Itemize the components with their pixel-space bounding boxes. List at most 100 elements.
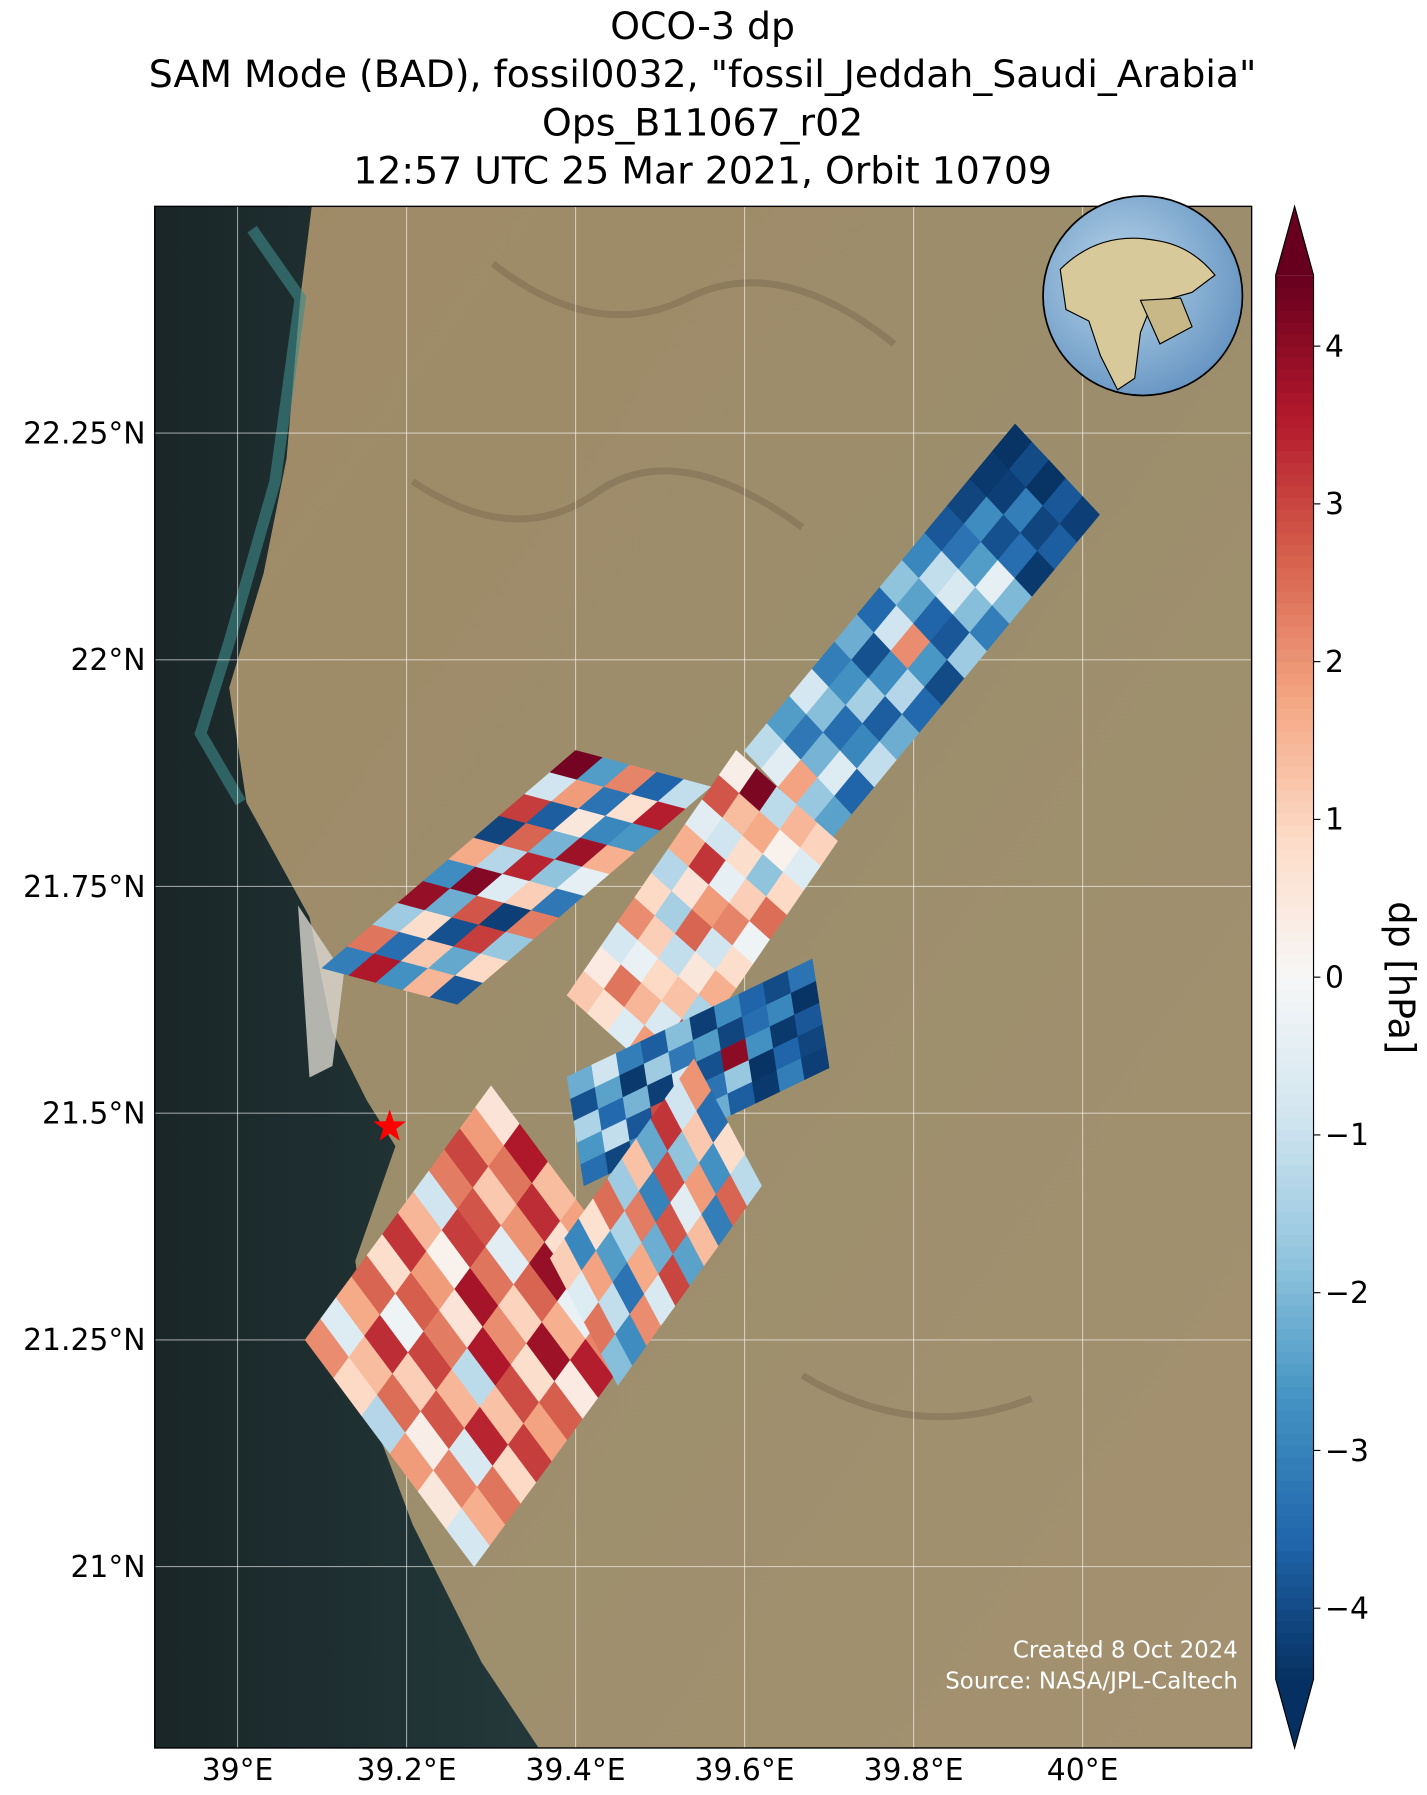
colorbar-segment	[1275, 1655, 1314, 1669]
colorbar-segment	[1275, 871, 1314, 885]
colorbar-segment	[1275, 474, 1314, 487]
colorbar-segment	[1275, 555, 1314, 569]
colorbar-segment	[1275, 965, 1314, 978]
colorbar-segment	[1275, 836, 1314, 850]
colorbar-segment	[1275, 672, 1314, 686]
footprint	[679, 1058, 712, 1112]
colorbar-segment	[1275, 1140, 1314, 1154]
colorbar-segment	[1275, 1035, 1314, 1049]
colorbar-segment	[1275, 930, 1314, 943]
colorbar-segment	[1275, 357, 1314, 370]
colorbar-segment	[1275, 684, 1314, 698]
colorbar-segment	[1275, 895, 1314, 908]
colorbar-segment	[1275, 544, 1314, 557]
colorbar-segment	[1275, 1328, 1314, 1341]
colorbar-segment	[1275, 754, 1314, 768]
colorbar-segment	[1275, 813, 1314, 826]
colorbar-segment	[1275, 626, 1314, 639]
colorbar-segment	[1275, 1503, 1314, 1517]
colorbar-segment	[1275, 778, 1314, 791]
colorbar-segment	[1275, 1550, 1314, 1563]
colorbar-segment	[1275, 602, 1314, 616]
terrain	[410, 260, 1033, 1421]
colorbar-tick-label: 4	[1325, 329, 1344, 364]
colorbar-segment	[1275, 1000, 1314, 1013]
colorbar-segment	[1275, 1632, 1314, 1645]
colorbar-segment	[1275, 1398, 1314, 1411]
colorbar-segment	[1275, 1012, 1314, 1025]
colorbar-segment	[1275, 614, 1314, 627]
colorbar-tick-label: 2	[1325, 645, 1344, 680]
colorbar-segment	[1275, 918, 1314, 932]
y-tick-label: 21°N	[70, 1550, 145, 1585]
y-tick-label: 22.25°N	[23, 416, 146, 451]
colorbar-segment	[1275, 438, 1314, 452]
map-frame	[154, 205, 1253, 1749]
colorbar-tick-label: −4	[1325, 1592, 1369, 1627]
colorbar-segment	[1275, 1047, 1314, 1060]
colorbar-segment	[1275, 415, 1314, 428]
colorbar-segment	[1275, 825, 1314, 838]
colorbar-segment	[1275, 1363, 1314, 1376]
arabia	[1139, 297, 1193, 345]
x-tick-label: 39.4°E	[526, 1753, 626, 1788]
sea	[154, 206, 539, 1748]
x-tick-label: 39.2°E	[357, 1753, 457, 1788]
colorbar-segment	[1275, 1667, 1314, 1680]
colorbar-segment	[1275, 509, 1314, 522]
colorbar-tick-label: 3	[1325, 487, 1344, 522]
colorbar-segment	[1275, 321, 1314, 335]
chart-title: SAM Mode (BAD), fossil0032, "fossil_Jedd…	[149, 52, 1257, 96]
chart-title: Ops_B11067_r02	[542, 100, 863, 144]
footprint	[800, 822, 838, 867]
colorbar-segment	[1275, 1374, 1314, 1388]
colorbar-frame	[1275, 204, 1315, 1751]
colorbar-segment	[1275, 1351, 1314, 1364]
colorbar-segment	[1275, 743, 1314, 756]
colorbar-segment	[1275, 275, 1314, 288]
colorbar-segment	[1275, 1152, 1314, 1166]
chart-title: 12:57 UTC 25 Mar 2021, Orbit 10709	[353, 148, 1052, 192]
colorbar-segment	[1275, 1199, 1314, 1212]
colorbar-segment	[1275, 1515, 1314, 1528]
colorbar-segment	[1275, 485, 1314, 499]
colorbar-segment	[1275, 1562, 1314, 1575]
colorbar-segment	[1275, 1456, 1314, 1470]
colorbar-label: dp [hPa]	[1380, 901, 1423, 1054]
colorbar-segment	[1275, 1269, 1314, 1283]
y-tick-label: 21.25°N	[23, 1323, 146, 1358]
colorbar-segment	[1275, 1211, 1314, 1224]
credit: Source: NASA/JPL-Caltech	[945, 1668, 1238, 1694]
site-marker	[373, 1109, 406, 1141]
colorbar-segment	[1275, 1187, 1314, 1201]
colorbar-segment	[1275, 1257, 1314, 1271]
colorbar-segment	[1275, 1585, 1314, 1598]
colorbar-segment	[1275, 1082, 1314, 1095]
swath	[304, 423, 1100, 1568]
colorbar-extend-top	[1275, 206, 1314, 276]
colorbar-segment	[1275, 766, 1314, 779]
chart-title: OCO-3 dp	[610, 4, 795, 48]
colorbar-segment	[1275, 1105, 1314, 1119]
x-tick-label: 39.6°E	[695, 1753, 795, 1788]
site	[373, 1109, 406, 1141]
colorbar-segment	[1275, 1304, 1314, 1318]
shore	[298, 905, 344, 1078]
colorbar-segment	[1275, 1094, 1314, 1107]
colorbar-segment	[1275, 1164, 1314, 1177]
colorbar-segment	[1275, 1573, 1314, 1587]
x-tick-label: 39.8°E	[864, 1753, 964, 1788]
colorbar-segment	[1275, 1538, 1314, 1552]
colorbar-segment	[1275, 1339, 1314, 1353]
colorbar-segment	[1275, 1386, 1314, 1400]
footprint	[657, 779, 712, 809]
credits: Created 8 Oct 2024 Source: NASA/JPL-Calte…	[945, 1637, 1238, 1694]
colorbar-segment	[1275, 579, 1314, 592]
colorbar-segment	[1275, 591, 1314, 604]
colorbar-segment	[1275, 532, 1314, 545]
colorbar-segment	[1275, 1421, 1314, 1435]
colorbar-segment	[1275, 462, 1314, 475]
